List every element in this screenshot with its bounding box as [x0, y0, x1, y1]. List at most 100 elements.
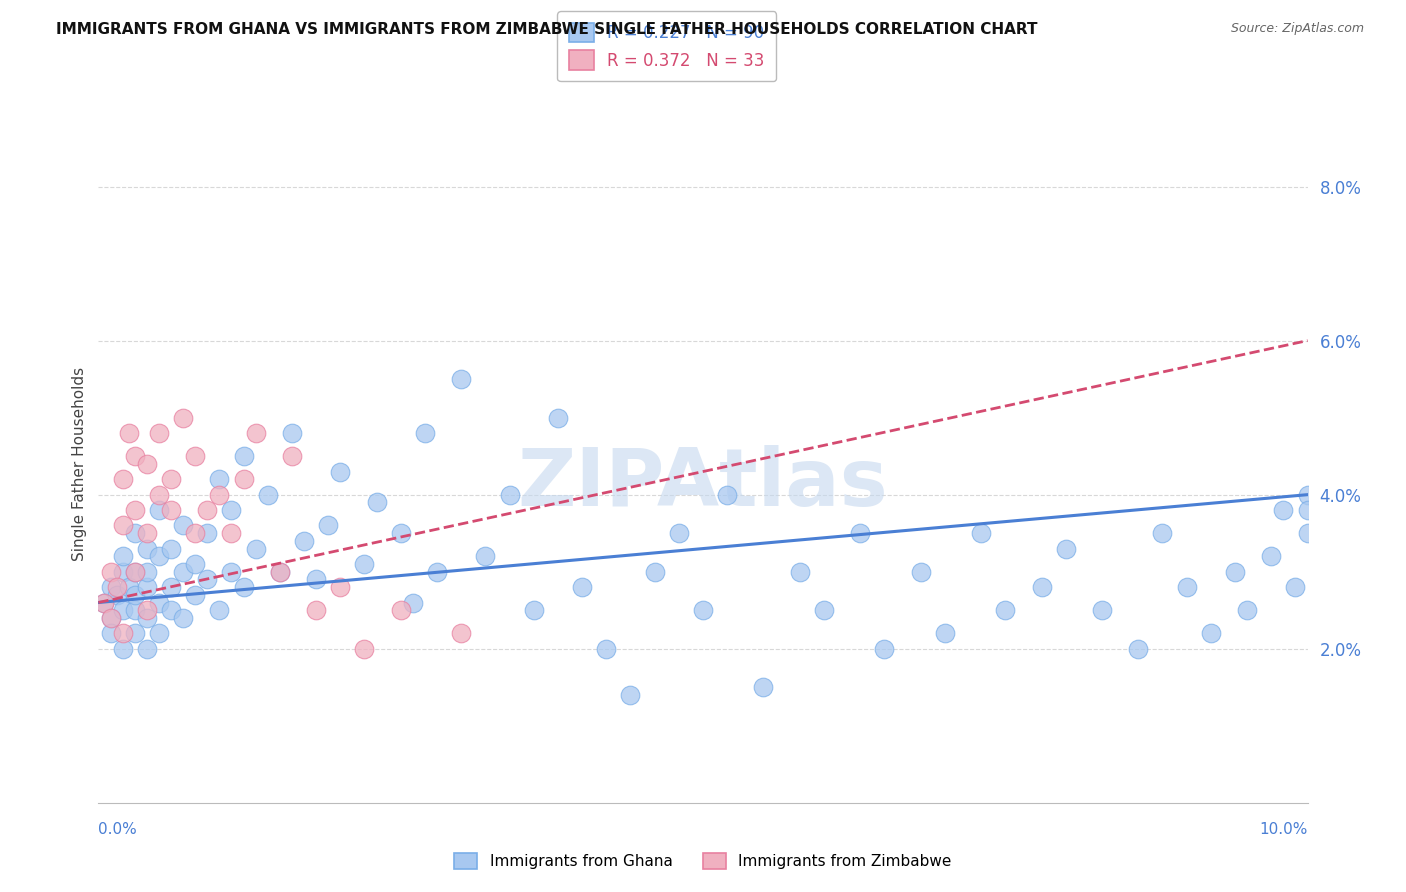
Point	[716, 488, 738, 502]
Point	[1223, 565, 1246, 579]
Point	[523, 603, 546, 617]
Point	[934, 626, 956, 640]
Point	[135, 641, 157, 656]
Point	[148, 488, 170, 502]
Point	[111, 641, 134, 656]
Text: ZIPAtlas: ZIPAtlas	[517, 445, 889, 524]
Point	[221, 526, 243, 541]
Point	[789, 565, 811, 579]
Point	[118, 425, 141, 440]
Point	[111, 603, 134, 617]
Legend: R = 0.227   N = 90, R = 0.372   N = 33: R = 0.227 N = 90, R = 0.372 N = 33	[557, 12, 776, 81]
Point	[160, 541, 183, 556]
Point	[329, 580, 352, 594]
Point	[1296, 503, 1319, 517]
Point	[148, 425, 170, 440]
Point	[269, 565, 291, 579]
Point	[100, 626, 122, 640]
Point	[232, 472, 254, 486]
Point	[172, 611, 194, 625]
Point	[450, 372, 472, 386]
Point	[100, 565, 122, 579]
Point	[208, 603, 231, 617]
Point	[172, 410, 194, 425]
Point	[111, 518, 134, 533]
Point	[1175, 580, 1198, 594]
Point	[100, 580, 122, 594]
Point	[232, 580, 254, 594]
Point	[172, 565, 194, 579]
Point	[474, 549, 496, 564]
Point	[148, 595, 170, 609]
Point	[135, 457, 157, 471]
Point	[1260, 549, 1282, 564]
Point	[269, 565, 291, 579]
Point	[135, 603, 157, 617]
Point	[571, 580, 593, 594]
Point	[849, 526, 872, 541]
Point	[135, 611, 157, 625]
Point	[402, 595, 425, 609]
Point	[1031, 580, 1053, 594]
Point	[413, 425, 436, 440]
Point	[208, 472, 231, 486]
Point	[619, 688, 641, 702]
Point	[1284, 580, 1306, 594]
Point	[184, 557, 207, 571]
Point	[124, 626, 146, 640]
Point	[232, 449, 254, 463]
Point	[1091, 603, 1114, 617]
Point	[353, 641, 375, 656]
Point	[195, 573, 218, 587]
Point	[353, 557, 375, 571]
Point	[366, 495, 388, 509]
Point	[184, 449, 207, 463]
Point	[256, 488, 278, 502]
Text: 0.0%: 0.0%	[98, 822, 138, 837]
Legend: Immigrants from Ghana, Immigrants from Zimbabwe: Immigrants from Ghana, Immigrants from Z…	[449, 847, 957, 875]
Point	[1199, 626, 1222, 640]
Point	[124, 503, 146, 517]
Point	[135, 541, 157, 556]
Point	[124, 565, 146, 579]
Point	[195, 526, 218, 541]
Point	[292, 533, 315, 548]
Point	[644, 565, 666, 579]
Point	[595, 641, 617, 656]
Point	[111, 549, 134, 564]
Point	[111, 565, 134, 579]
Point	[281, 425, 304, 440]
Point	[111, 626, 134, 640]
Point	[100, 611, 122, 625]
Point	[195, 503, 218, 517]
Point	[93, 595, 115, 609]
Point	[124, 449, 146, 463]
Text: Source: ZipAtlas.com: Source: ZipAtlas.com	[1230, 22, 1364, 36]
Point	[160, 472, 183, 486]
Point	[752, 680, 775, 694]
Point	[1054, 541, 1077, 556]
Point	[910, 565, 932, 579]
Point	[1128, 641, 1150, 656]
Point	[305, 573, 328, 587]
Point	[668, 526, 690, 541]
Point	[124, 588, 146, 602]
Point	[124, 603, 146, 617]
Point	[873, 641, 896, 656]
Point	[498, 488, 520, 502]
Point	[281, 449, 304, 463]
Point	[245, 425, 267, 440]
Point	[135, 580, 157, 594]
Point	[111, 472, 134, 486]
Point	[389, 603, 412, 617]
Point	[994, 603, 1017, 617]
Point	[1296, 526, 1319, 541]
Text: IMMIGRANTS FROM GHANA VS IMMIGRANTS FROM ZIMBABWE SINGLE FATHER HOUSEHOLDS CORRE: IMMIGRANTS FROM GHANA VS IMMIGRANTS FROM…	[56, 22, 1038, 37]
Point	[1152, 526, 1174, 541]
Point	[329, 465, 352, 479]
Y-axis label: Single Father Households: Single Father Households	[72, 367, 87, 561]
Point	[93, 595, 115, 609]
Point	[160, 603, 183, 617]
Point	[547, 410, 569, 425]
Point	[135, 565, 157, 579]
